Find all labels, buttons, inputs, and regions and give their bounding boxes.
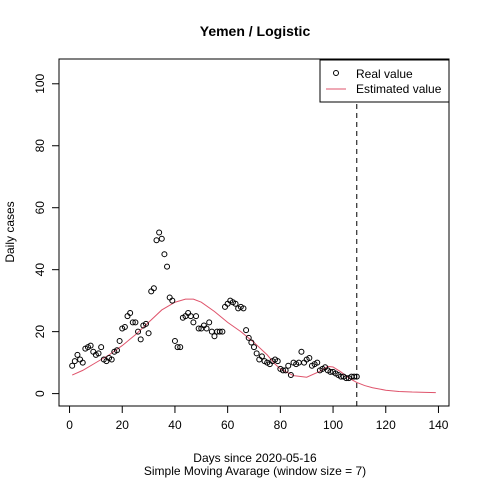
- real-value-point: [87, 342, 94, 349]
- real-value-point: [306, 354, 313, 361]
- real-value-point: [127, 310, 134, 317]
- real-value-point: [232, 300, 239, 307]
- real-value-point: [190, 319, 197, 326]
- x-tick-label: 60: [221, 418, 235, 432]
- real-value-point: [282, 367, 289, 374]
- x-axis: 0 20 40 60 80 100 120 140: [66, 405, 449, 432]
- legend-box: [319, 59, 450, 103]
- y-tick-label: 60: [33, 201, 47, 215]
- legend-real-value-marker: [333, 70, 339, 76]
- y-tick-label: 40: [33, 263, 47, 277]
- real-value-point: [69, 362, 76, 369]
- real-value-point: [153, 237, 160, 244]
- y-tick-label: 100: [33, 73, 47, 93]
- real-value-point: [248, 339, 255, 346]
- x-tick-label: 140: [428, 418, 448, 432]
- real-value-point: [193, 313, 200, 320]
- real-value-point: [156, 229, 163, 236]
- real-value-point: [285, 362, 292, 369]
- real-value-point: [327, 368, 334, 375]
- real-value-point: [145, 330, 152, 337]
- real-value-point: [195, 325, 202, 332]
- real-value-point: [108, 356, 115, 363]
- real-value-point: [343, 375, 350, 382]
- real-value-point: [203, 325, 210, 332]
- real-value-point: [164, 263, 171, 270]
- real-value-point: [279, 367, 286, 374]
- real-value-point: [129, 319, 136, 326]
- real-value-point: [251, 344, 257, 351]
- real-value-point: [274, 358, 281, 365]
- estimated-value-series: [71, 298, 436, 394]
- real-value-point: [240, 305, 247, 312]
- real-value-series: [69, 229, 360, 382]
- real-value-point: [158, 235, 165, 242]
- real-value-point: [211, 333, 218, 340]
- real-value-point: [253, 350, 260, 357]
- legend-estimated-value-label: Estimated value: [356, 82, 442, 96]
- x-tick-label: 40: [168, 418, 182, 432]
- real-value-point: [174, 344, 181, 351]
- x-tick-label: 80: [274, 418, 288, 432]
- real-value-point: [169, 297, 176, 304]
- real-value-point: [142, 320, 149, 327]
- y-tick-label: 80: [33, 139, 47, 153]
- real-value-point: [74, 351, 81, 358]
- real-value-point: [79, 359, 86, 366]
- real-value-point: [206, 319, 213, 326]
- real-value-point: [243, 327, 250, 334]
- x-tick-label: 0: [66, 418, 73, 432]
- y-axis-label: Daily cases: [3, 201, 17, 262]
- real-value-point: [208, 328, 215, 335]
- x-tick-label: 120: [376, 418, 396, 432]
- x-tick-label: 20: [116, 418, 130, 432]
- y-axis: 0 20 40 60 80 100: [33, 73, 60, 397]
- real-value-point: [71, 358, 78, 365]
- real-value-point: [135, 328, 142, 335]
- y-tick-label: 20: [33, 325, 47, 339]
- real-value-point: [245, 334, 252, 341]
- real-value-point: [177, 344, 184, 351]
- real-value-point: [132, 319, 139, 326]
- real-value-point: [113, 347, 120, 354]
- x-axis-label: Days since 2020-05-16: [193, 451, 317, 465]
- legend-real-value-label: Real value: [356, 67, 413, 81]
- real-value-point: [121, 324, 128, 330]
- real-value-point: [116, 337, 123, 344]
- real-value-point: [171, 337, 178, 344]
- x-tick-label: 100: [323, 418, 343, 432]
- chart-title: Yemen / Logistic: [200, 23, 311, 39]
- real-value-point: [161, 251, 168, 258]
- real-value-point: [219, 328, 226, 335]
- real-value-point: [95, 350, 102, 357]
- real-value-point: [287, 372, 294, 379]
- real-value-point: [98, 344, 105, 351]
- estimated-value-line: [71, 298, 436, 394]
- x-axis-sublabel: Simple Moving Avarage (window size = 7): [144, 464, 366, 478]
- real-value-point: [258, 353, 265, 360]
- real-value-point: [137, 336, 144, 343]
- y-tick-label: 0: [33, 390, 47, 397]
- legend: Real value Estimated value: [319, 59, 450, 103]
- real-value-point: [216, 328, 223, 335]
- real-value-point: [314, 359, 321, 366]
- real-value-point: [298, 348, 305, 355]
- real-value-point: [150, 285, 157, 292]
- real-value-point: [337, 373, 344, 380]
